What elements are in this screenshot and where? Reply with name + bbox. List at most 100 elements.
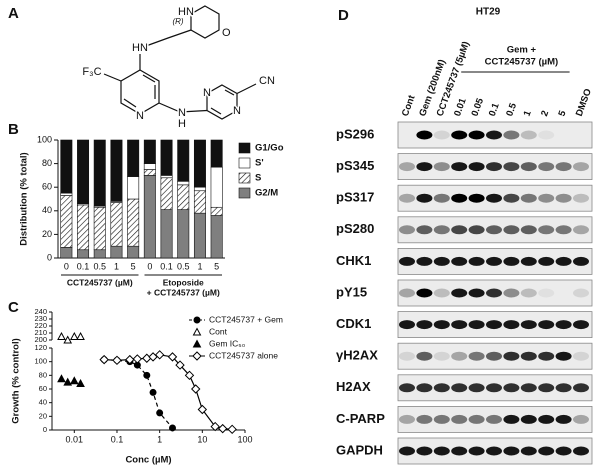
marker xyxy=(63,377,73,386)
protein-label: γH2AX xyxy=(336,348,378,363)
bar-segment xyxy=(210,139,223,168)
bar-segment xyxy=(177,209,190,259)
band xyxy=(468,288,485,298)
bar-segment xyxy=(143,175,156,259)
band xyxy=(486,193,502,203)
marker xyxy=(167,352,178,362)
bar-segment xyxy=(93,249,106,259)
band xyxy=(433,130,450,140)
band xyxy=(433,414,450,424)
band xyxy=(416,351,433,361)
band xyxy=(520,288,537,298)
band xyxy=(433,383,450,393)
band xyxy=(520,320,537,330)
band xyxy=(451,446,468,456)
band xyxy=(451,162,468,172)
bar-segment xyxy=(193,139,206,188)
marker xyxy=(76,331,85,340)
marker xyxy=(154,350,165,360)
marker xyxy=(69,376,79,385)
atom-label: N xyxy=(233,105,241,117)
band xyxy=(538,446,555,456)
marker xyxy=(76,378,85,388)
band xyxy=(538,320,555,330)
marker xyxy=(197,404,208,415)
y-tick-label: 210 xyxy=(34,328,47,337)
band xyxy=(399,193,415,203)
band xyxy=(538,130,555,140)
band xyxy=(503,383,520,393)
band xyxy=(468,256,485,266)
lane-label: Cont xyxy=(400,93,418,118)
band xyxy=(468,383,485,393)
x-tick-label: 10 xyxy=(197,434,207,444)
band xyxy=(433,446,450,456)
band xyxy=(555,162,572,172)
protein-label: pS345 xyxy=(336,158,374,173)
band xyxy=(538,225,555,235)
lane-label: 2 xyxy=(539,109,551,118)
band xyxy=(503,193,520,203)
atom-label: N xyxy=(203,87,211,99)
lane-label: 1 xyxy=(522,108,534,117)
atom-label: N xyxy=(136,110,144,122)
band xyxy=(399,256,415,266)
band xyxy=(416,320,433,330)
y-tick-label: 20 xyxy=(42,229,52,239)
bar-segment xyxy=(210,206,223,216)
group-label: + CCT245737 (µM) xyxy=(147,287,220,297)
legend-marker xyxy=(193,316,201,324)
legend-marker xyxy=(192,339,202,348)
protein-label: CHK1 xyxy=(336,253,371,268)
atom-label: (R) xyxy=(172,17,183,26)
bar-segment xyxy=(127,139,140,177)
protein-label: GAPDH xyxy=(336,442,383,457)
marker xyxy=(143,371,151,379)
band xyxy=(416,446,433,456)
bar-segment xyxy=(60,247,73,259)
x-tick-label: 5 xyxy=(131,261,136,271)
band xyxy=(538,383,555,393)
band xyxy=(520,193,537,203)
band xyxy=(468,225,485,235)
x-tick-label: 0.5 xyxy=(93,261,106,271)
group-label: Etoposide xyxy=(163,277,204,287)
protein-label: CDK1 xyxy=(336,316,371,331)
band xyxy=(503,225,520,235)
bar-segment xyxy=(60,192,73,196)
lane-label: DMSO xyxy=(574,87,594,118)
lane-label: 0.05 xyxy=(469,96,486,118)
y-tick-label: 60 xyxy=(39,384,47,393)
atom-label: H xyxy=(178,118,186,130)
series-line xyxy=(104,354,233,430)
band xyxy=(433,288,450,298)
x-tick-label: 0.1 xyxy=(77,261,90,271)
band xyxy=(555,446,572,456)
marker xyxy=(132,354,143,364)
y-tick-label: 80 xyxy=(39,370,47,379)
band xyxy=(503,320,520,330)
x-tick-label: 0 xyxy=(64,261,69,271)
lane-label: 5 xyxy=(556,108,568,117)
band xyxy=(433,256,450,266)
band xyxy=(503,446,520,456)
cell-line: HT29 xyxy=(476,7,501,18)
band xyxy=(520,383,537,393)
band xyxy=(416,193,433,203)
band xyxy=(573,193,589,203)
band xyxy=(555,351,572,361)
protein-label: pS280 xyxy=(336,221,374,236)
bar-segment xyxy=(60,139,73,194)
y-axis-label: Growth (% control) xyxy=(11,338,22,424)
band xyxy=(520,256,537,266)
x-tick-label: 100 xyxy=(237,434,252,444)
bar-segment xyxy=(143,163,156,170)
atom-label: HN xyxy=(178,6,194,18)
group-label: CCT245737 (µM) xyxy=(67,277,133,287)
y-tick-label: 80 xyxy=(42,158,52,168)
bar-segment xyxy=(127,176,140,200)
x-axis-label: Conc (µM) xyxy=(125,455,171,466)
series-line xyxy=(104,359,173,429)
band xyxy=(520,351,537,361)
legend-swatch xyxy=(238,142,251,154)
